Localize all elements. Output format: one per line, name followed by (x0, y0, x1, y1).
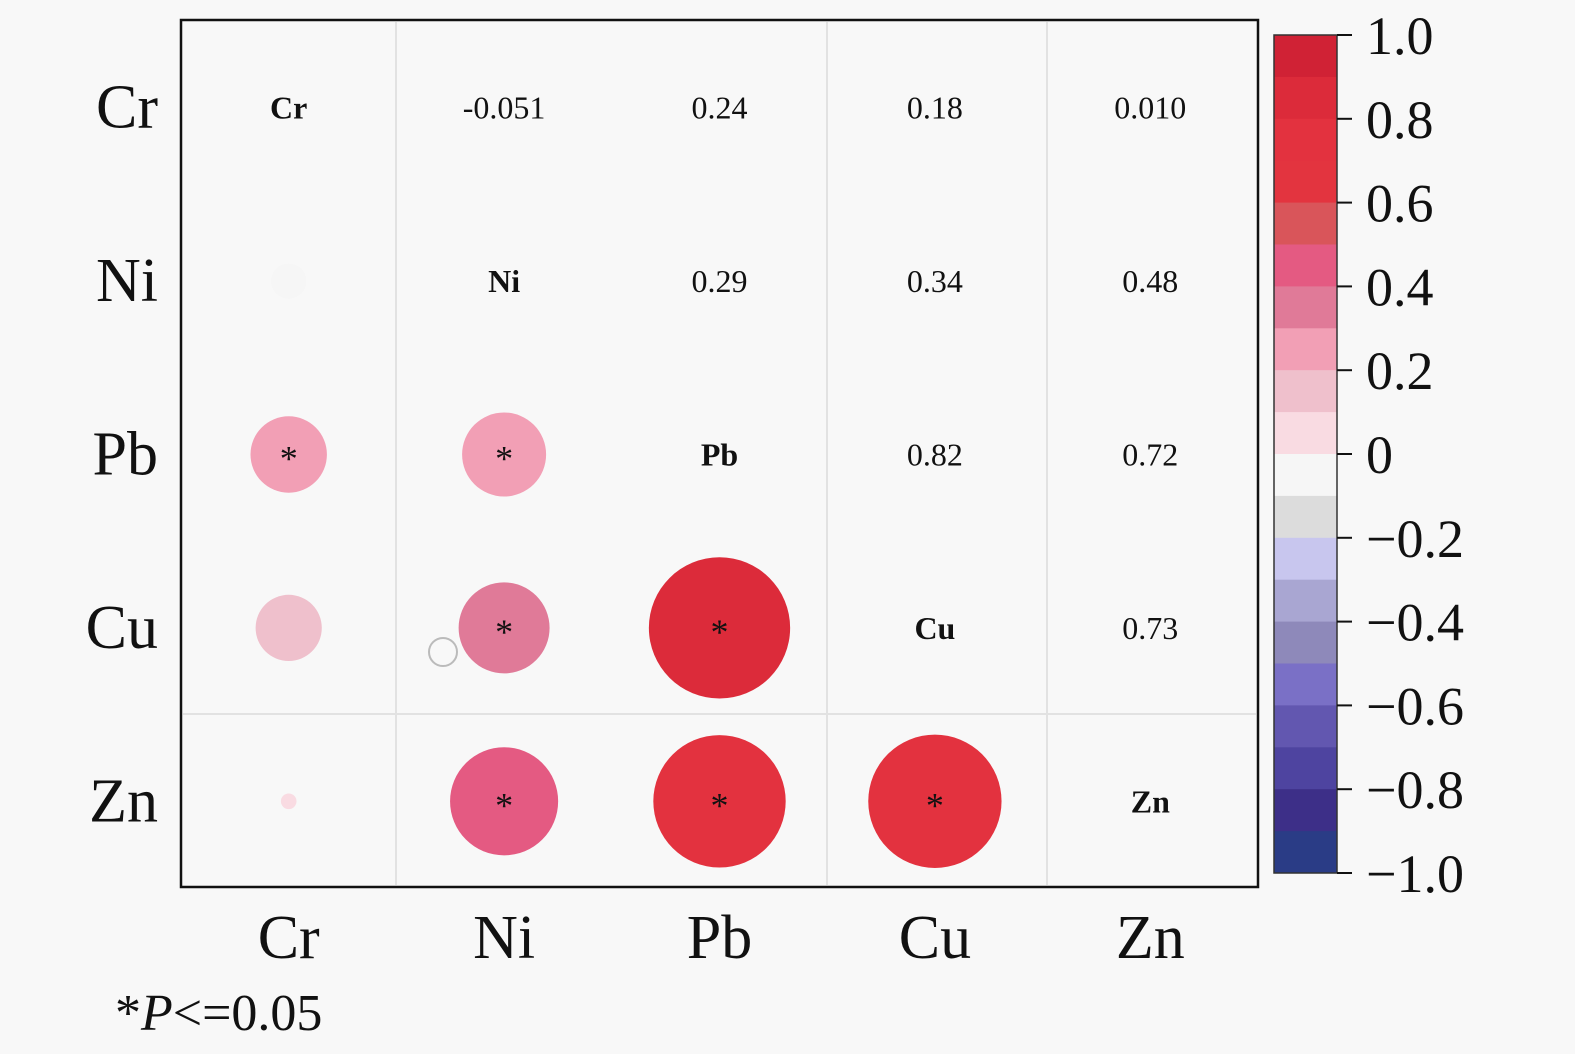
diagonal-label: Pb (701, 437, 738, 473)
footnote-star: * (115, 985, 141, 1042)
colorbar: 1.0 0.8 0.6 0.4 0.2 0 −0.2 −0.4 −0.6 −0.8 −1.0 (1273, 6, 1464, 904)
coefficient-label: 0.18 (907, 90, 963, 126)
coefficient-label: 0.48 (1122, 263, 1178, 299)
significance-star: * (495, 785, 513, 825)
colorbar-tick-label: −0.4 (1366, 593, 1464, 653)
correlation-circle (255, 594, 322, 661)
significance-star: * (711, 785, 729, 825)
correlation-circle (250, 416, 327, 493)
y-tick-label: Cr (96, 74, 158, 142)
coefficient-label: 0.72 (1122, 437, 1178, 473)
y-tick-label: Cu (86, 594, 158, 662)
correlation-circle (462, 412, 547, 497)
colorbar-tick-label: 0.6 (1366, 174, 1434, 234)
x-axis-labels: Cr Ni Pb Cu Zn (258, 904, 1185, 972)
colorbar-tick-label: 0.8 (1366, 90, 1434, 150)
diagonal-label: Ni (488, 263, 520, 299)
significance-star: * (280, 439, 298, 479)
colorbar-bin (1274, 328, 1337, 371)
significance-footnote: *P<=0.05 (115, 985, 322, 1042)
colorbar-bin (1274, 454, 1337, 497)
coefficient-label: 0.73 (1122, 610, 1178, 646)
colorbar-bin (1274, 705, 1337, 748)
colorbar-tick-label: 1.0 (1366, 6, 1434, 66)
coefficient-label: 0.34 (907, 263, 963, 299)
colorbar-bin (1274, 663, 1337, 706)
colorbar-bin (1274, 579, 1337, 623)
colorbar-bin (1274, 244, 1337, 287)
x-tick-label: Cr (258, 904, 320, 972)
colorbar-tick-label: −0.2 (1366, 509, 1464, 569)
colorbar-tick-label: −0.8 (1366, 760, 1464, 820)
colorbar-bin (1274, 412, 1337, 455)
correlation-circle (458, 582, 550, 674)
colorbar-bin (1274, 76, 1337, 120)
colorbar-bin (1274, 621, 1337, 664)
coefficient-label: -0.051 (463, 90, 546, 126)
hollow-circle-marker (428, 637, 458, 667)
colorbar-tick-label: −0.6 (1366, 676, 1464, 736)
correlation-circle (653, 735, 786, 868)
diagonal-label: Zn (1131, 783, 1170, 819)
significance-star: * (711, 612, 729, 652)
significance-star: * (926, 785, 944, 825)
matrix-cells: Cr -0.051 0.24 0.18 0.010 Ni 0.29 0.34 0.48 * * Pb 0… (250, 90, 1186, 868)
grid-lines (183, 22, 1256, 885)
footnote-threshold: <=0.05 (173, 985, 323, 1042)
y-tick-label: Zn (89, 767, 158, 835)
colorbar-bin (1274, 537, 1337, 581)
colorbar-bin (1274, 160, 1337, 204)
colorbar-bin (1274, 495, 1337, 539)
x-tick-label: Ni (473, 904, 535, 972)
diagonal-label: Cr (270, 90, 307, 126)
significance-star: * (495, 439, 513, 479)
correlation-circle (868, 734, 1002, 868)
significance-star: * (495, 612, 513, 652)
colorbar-bin (1274, 35, 1337, 78)
coefficient-label: 0.82 (907, 437, 963, 473)
colorbar-tick-label: 0.2 (1366, 341, 1434, 401)
colorbar-bin (1274, 789, 1337, 832)
x-tick-label: Pb (687, 904, 752, 972)
colorbar-bin (1274, 747, 1337, 790)
correlation-circle (271, 263, 307, 299)
colorbar-tick-label: 0 (1366, 425, 1393, 485)
colorbar-bin (1274, 118, 1337, 162)
colorbar-bin (1274, 202, 1337, 245)
colorbar-bin (1274, 831, 1337, 874)
coefficient-label: 0.010 (1114, 90, 1186, 126)
diagonal-label: Cu (914, 610, 955, 646)
colorbar-bin (1274, 370, 1337, 413)
footnote-p: P (140, 985, 173, 1042)
correlation-circle (648, 557, 791, 699)
colorbar-tick-label: −1.0 (1366, 844, 1464, 904)
x-tick-label: Cu (899, 904, 971, 972)
correlation-circle (280, 793, 297, 810)
correlation-circle (450, 747, 559, 856)
y-axis-labels: Cr Ni Pb Cu Zn (86, 74, 159, 836)
y-tick-label: Pb (93, 421, 158, 489)
colorbar-bin (1274, 286, 1337, 329)
x-tick-label: Zn (1116, 904, 1185, 972)
coefficient-label: 0.29 (692, 263, 748, 299)
y-tick-label: Ni (96, 247, 158, 315)
colorbar-tick-label: 0.4 (1366, 257, 1434, 317)
coefficient-label: 0.24 (692, 90, 748, 126)
